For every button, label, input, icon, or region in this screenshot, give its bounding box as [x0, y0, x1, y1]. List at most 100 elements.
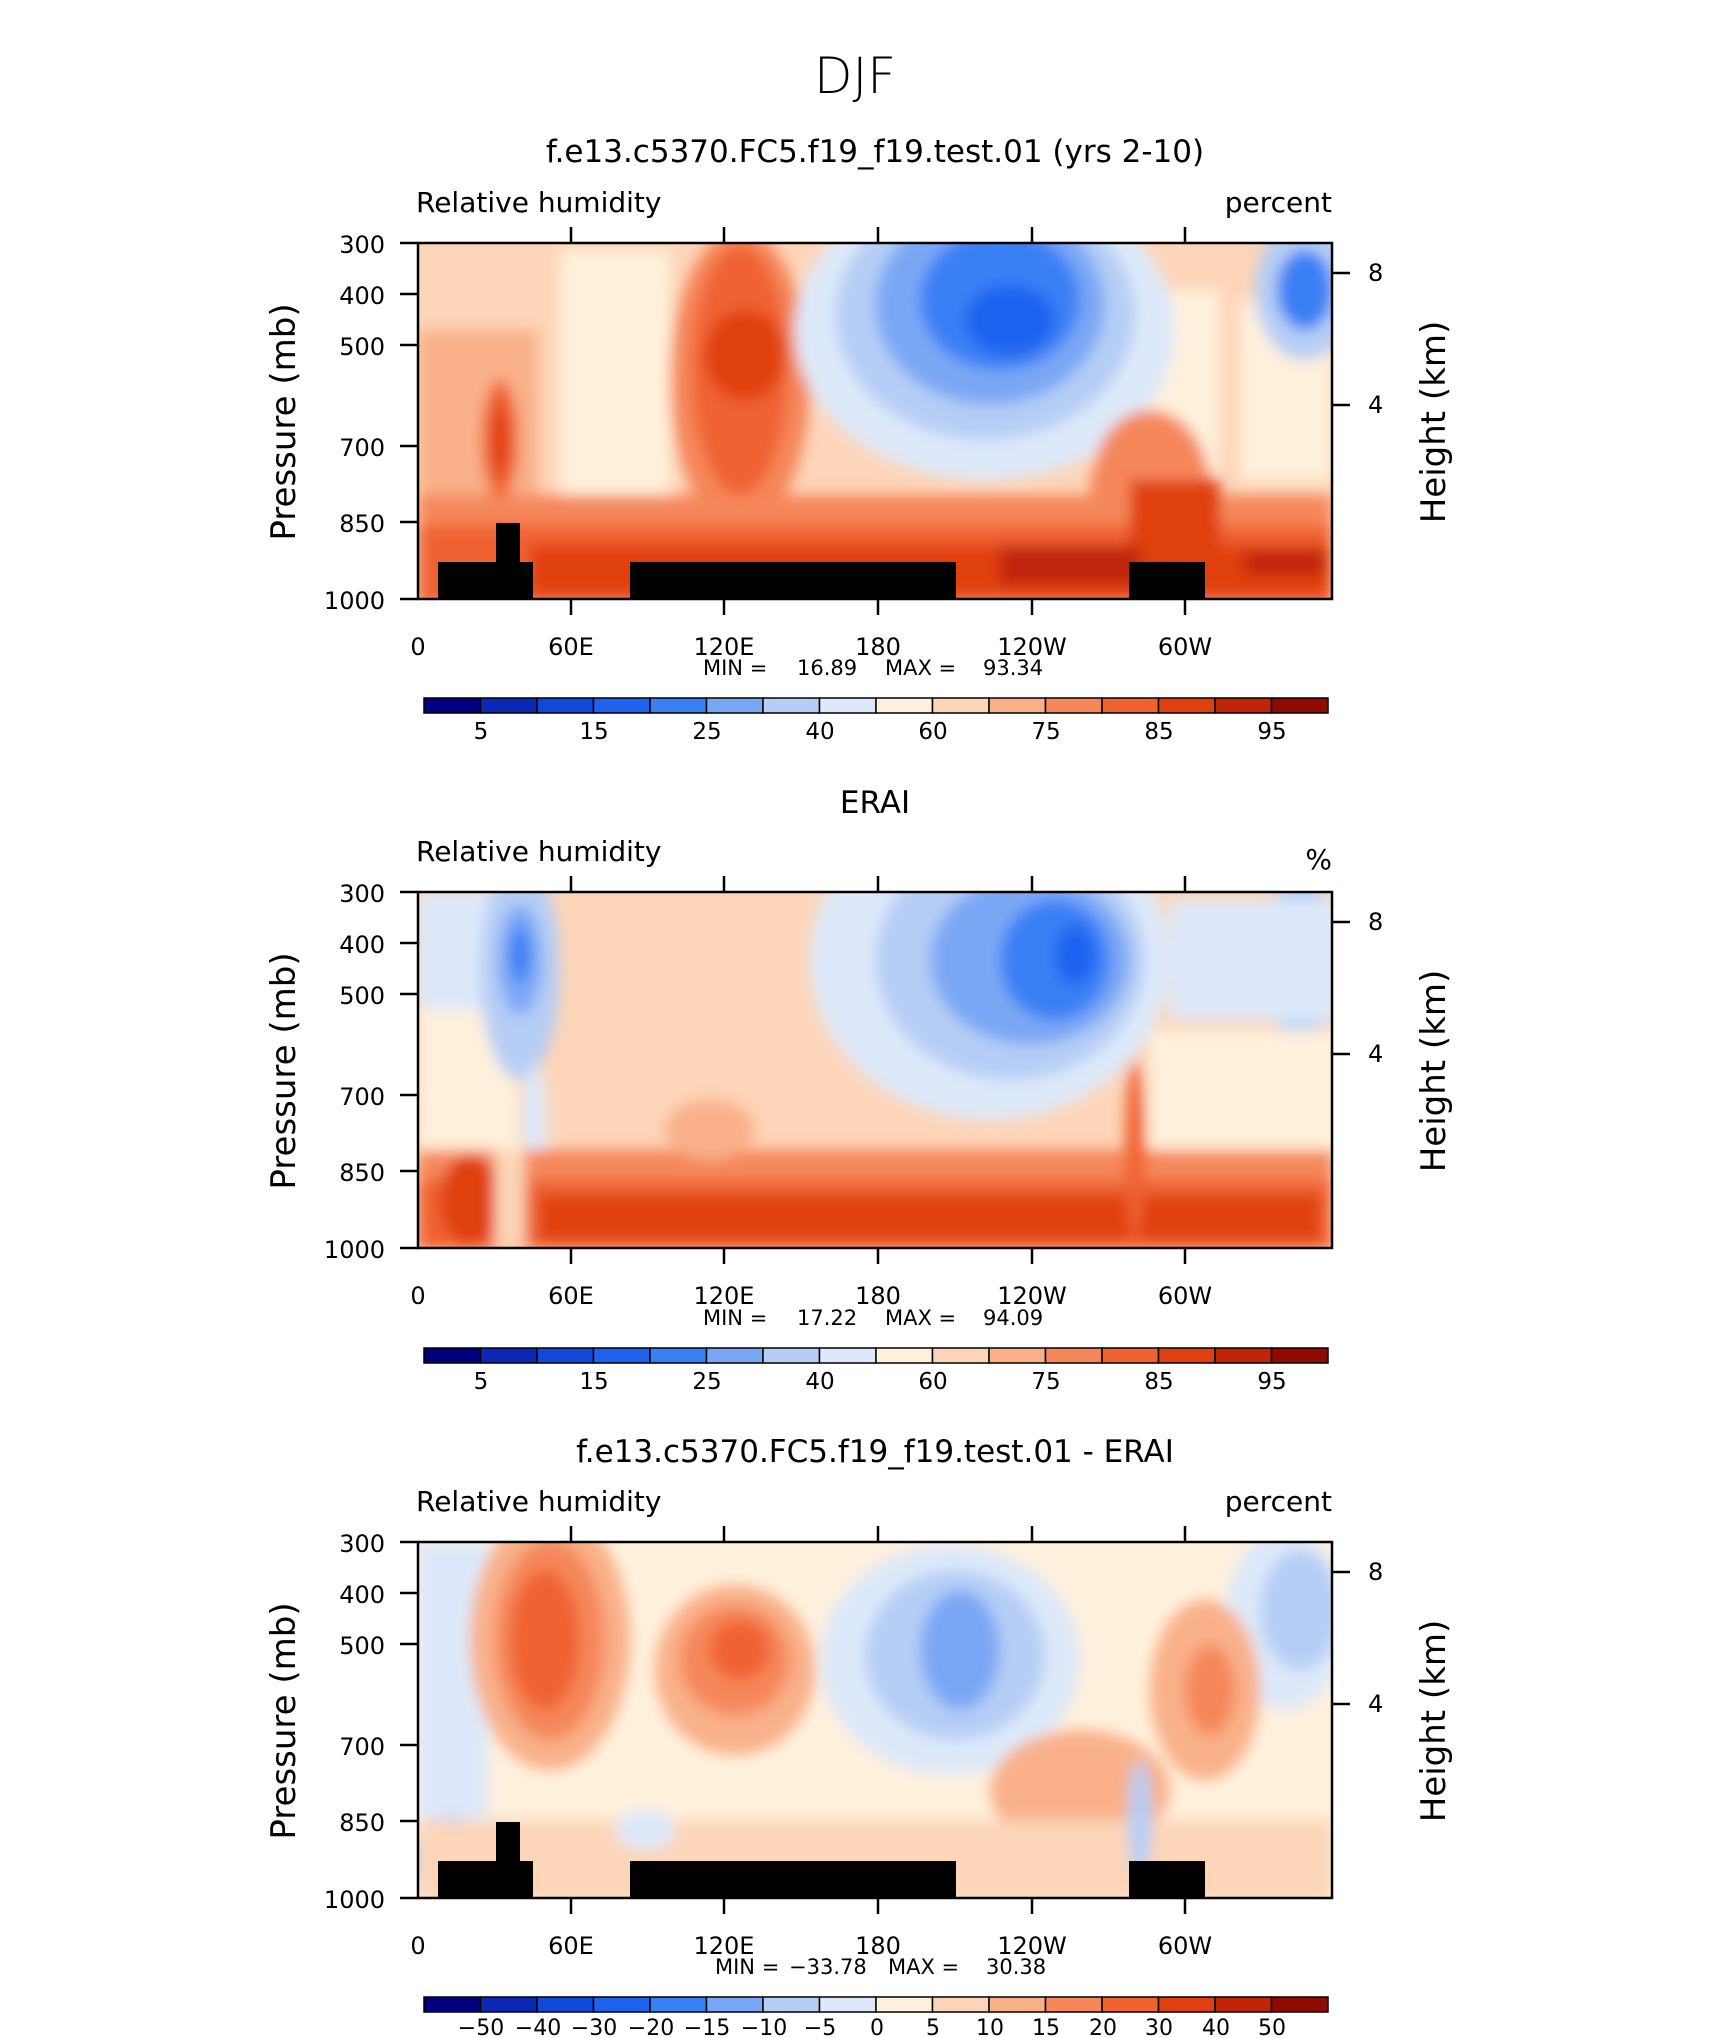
colorbar-swatch [931, 1347, 990, 1364]
colorbar-tick-label: 95 [1257, 1369, 1286, 1395]
y-tick-label: 300 [339, 880, 385, 908]
colorbar-swatch [592, 1996, 651, 2013]
colorbar-swatch [762, 1996, 821, 2013]
colorbar-swatch [762, 1347, 821, 1364]
y2-tick-label: 8 [1368, 908, 1383, 936]
colorbar-tick-label: 0 [870, 2016, 884, 2038]
colorbar-swatch [1044, 1347, 1103, 1364]
colorbar-tick-label: −50 [458, 2016, 504, 2038]
y-tick-label: 1000 [324, 587, 385, 615]
colorbar-swatch [705, 1347, 764, 1364]
field-patch [1130, 480, 1220, 560]
min-max-readout: MIN = 17.22 MAX = 94.09 [703, 1306, 1043, 1330]
colorbar-labels: 5 15 25 40 60 75 85 95 [474, 1369, 1287, 1395]
y-tick-label: 700 [339, 1083, 385, 1111]
min-value: 16.89 [797, 656, 857, 680]
colorbar-swatch [705, 697, 764, 714]
x-tick-label: 60E [548, 1932, 594, 1960]
colorbar-swatch [649, 1347, 708, 1364]
field-patch [615, 1810, 675, 1850]
max-value: 30.38 [986, 1955, 1046, 1979]
plot-frame [416, 890, 1334, 1250]
field-patch [495, 1150, 525, 1248]
field-patch [665, 1100, 755, 1160]
y-axis-left: 300 400 500 700 850 1000 [324, 880, 418, 1264]
field-patch [1185, 1645, 1235, 1735]
colorbar-swatch [988, 697, 1047, 714]
min-label: MIN = [715, 1955, 779, 1979]
max-value: 93.34 [983, 656, 1043, 680]
field-patch [1260, 1550, 1332, 1670]
x-tick-label: 120E [694, 1282, 755, 1310]
y-axis-title: Pressure (mb) [264, 1602, 304, 1839]
colorbar-swatch [1214, 1996, 1273, 2013]
colorbar-swatch [592, 697, 651, 714]
colorbar-tick-label: 20 [1089, 2016, 1117, 2038]
colorbar-swatch [536, 697, 595, 714]
y-tick-label: 400 [339, 282, 385, 310]
y2-axis-title: Height (km) [1414, 321, 1454, 524]
colorbar-swatch [931, 1996, 990, 2013]
colorbar-swatch [818, 1347, 877, 1364]
colorbar-swatch [875, 1996, 934, 2013]
colorbar-swatch [1101, 1996, 1160, 2013]
colorbar-swatch [1157, 697, 1216, 714]
x-tick-label: 180 [855, 633, 901, 661]
x-tick-label: 60W [1158, 1282, 1212, 1310]
colorbar-tick-label: 30 [1145, 2016, 1173, 2038]
colorbar-tick-label: 5 [474, 1369, 489, 1395]
colorbar-swatch [818, 697, 877, 714]
min-value: 17.22 [797, 1306, 857, 1330]
y-tick-label: 850 [339, 1809, 385, 1837]
y-axis-right: 8 4 [1332, 259, 1383, 419]
colorbar-swatch [423, 1996, 482, 2013]
field-patch [418, 330, 538, 500]
y-tick-label: 700 [339, 434, 385, 462]
colorbar-tick-label: 15 [1032, 2016, 1060, 2038]
colorbar-tick-label: −5 [804, 2016, 836, 2038]
max-label: MAX = [888, 1955, 959, 1979]
colorbar-swatch [1270, 697, 1329, 714]
panel-title: f.e13.c5370.FC5.f19_f19.test.01 - ERAI [576, 1434, 1174, 1470]
plot-frame [416, 241, 1334, 601]
heatmap-field [418, 1542, 1332, 1898]
colorbar-swatch [1101, 697, 1160, 714]
y-tick-label: 500 [339, 333, 385, 361]
y2-tick-label: 4 [1368, 391, 1383, 419]
topography-mask [438, 1822, 1205, 1898]
colorbar [423, 1347, 1329, 1364]
colorbar-swatch [1270, 1347, 1329, 1364]
variable-label: Relative humidity [416, 1485, 661, 1518]
x-tick-label: 60W [1158, 1932, 1212, 1960]
y-tick-label: 500 [339, 982, 385, 1010]
x-tick-label: 0 [410, 1282, 425, 1310]
y-axis-right: 8 4 [1332, 1558, 1383, 1718]
units-label: % [1305, 843, 1332, 876]
colorbar-swatch [1101, 1347, 1160, 1364]
y-axis-left: 300 400 500 700 850 1000 [324, 1530, 418, 1914]
heatmap-field [418, 892, 1332, 1248]
y2-axis-title: Height (km) [1414, 1620, 1454, 1823]
heatmap-field [418, 243, 1332, 599]
field-patch [540, 1195, 1320, 1240]
colorbar-tick-label: −40 [515, 2016, 561, 2038]
x-tick-label: 60W [1158, 633, 1212, 661]
colorbar-tick-label: 15 [579, 719, 608, 745]
colorbar-tick-label: 85 [1144, 1369, 1173, 1395]
x-tick-label: 60E [548, 1282, 594, 1310]
field-patch [965, 285, 1055, 355]
colorbar-swatch [818, 1996, 877, 2013]
x-tick-label: 60E [548, 633, 594, 661]
colorbar-tick-label: 25 [692, 1369, 721, 1395]
variable-label: Relative humidity [416, 186, 661, 219]
colorbar-swatch [536, 1996, 595, 2013]
colorbar-swatch [931, 697, 990, 714]
units-label: percent [1225, 186, 1332, 219]
page-title: DJF [814, 47, 896, 105]
y2-tick-label: 4 [1368, 1040, 1383, 1068]
colorbar-swatch [423, 697, 482, 714]
x-tick-label: 120W [997, 1932, 1067, 1960]
field-patch [710, 1620, 770, 1680]
field-patch [920, 1590, 1000, 1710]
units-label: percent [1225, 1485, 1332, 1518]
